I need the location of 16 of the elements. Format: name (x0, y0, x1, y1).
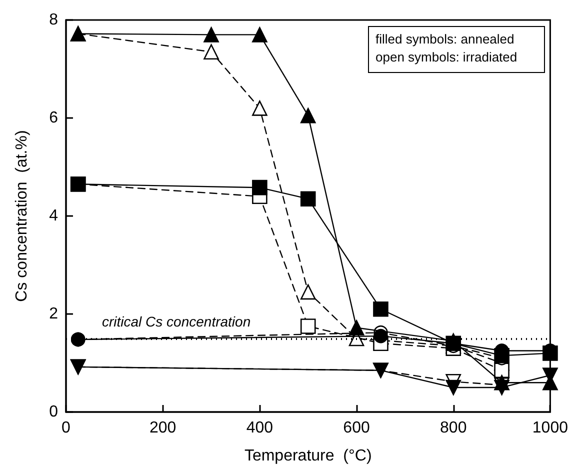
x-tick-label: 200 (149, 420, 176, 436)
x-tick-label: 0 (62, 420, 71, 436)
y-tick-label: 4 (49, 208, 58, 224)
x-tick-label: 1000 (532, 420, 568, 436)
y-tick-label: 8 (49, 12, 58, 28)
annotation: open symbols: irradiated (376, 50, 518, 64)
y-tick-label: 2 (49, 306, 58, 322)
annotation: filled symbols: annealed (376, 32, 514, 46)
y-tick-label: 0 (49, 404, 58, 420)
x-tick-label: 800 (440, 420, 467, 436)
x-tick-label: 400 (246, 420, 274, 436)
ref-line-label: critical Cs concentration (102, 314, 251, 330)
x-axis-title: Temperature (°C) (244, 448, 372, 464)
y-axis-title: Cs concentration (at.%) (14, 130, 30, 302)
x-tick-label: 600 (343, 420, 370, 436)
y-tick-label: 6 (49, 110, 58, 126)
